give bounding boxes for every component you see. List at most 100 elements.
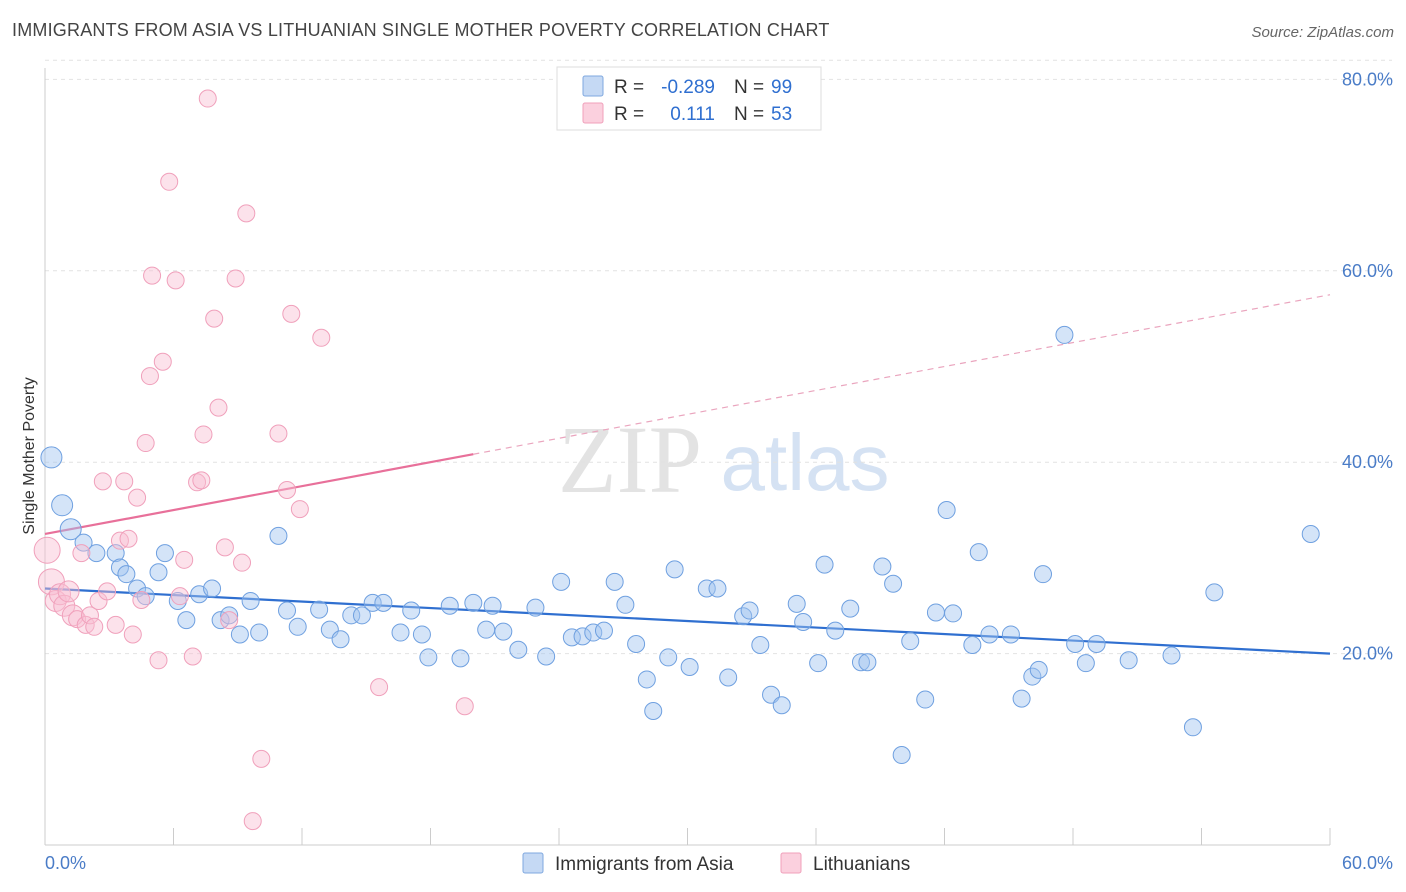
y-axis-label: Single Mother Poverty [21,377,38,534]
x-tick-labels: 0.0% 60.0% [45,853,1393,873]
series-legend-label-lithuanians: Lithuanians [813,854,910,875]
legend-r-value-lithuanians: 0.111 [670,104,715,125]
asia-point-77 [916,690,935,709]
asia-point-90 [1066,635,1085,654]
data-points [33,89,1320,831]
asia-point-35 [440,596,459,615]
lithuanian-point-20 [128,488,147,507]
y-tick-labels: 20.0% 40.0% 60.0% 80.0% [1342,69,1393,663]
lithuanian-point-21 [132,591,151,610]
axes [44,68,1331,846]
asia-point-39 [483,596,502,615]
chart-title: IMMIGRANTS FROM ASIA VS LITHUANIAN SINGL… [12,20,830,40]
legend-r-label-asia: R = [614,77,644,98]
lithuanian-point-25 [153,352,172,371]
asia-point-72 [858,653,877,672]
asia-point-28 [352,606,371,625]
asia-point-95 [1183,718,1202,737]
legend-n-label-lithuanians: N = [734,104,764,125]
asia-point-66 [794,613,813,632]
asia-point-50 [616,595,635,614]
asia-point-93 [1119,651,1138,670]
asia-point-15 [203,579,222,598]
asia-point-53 [644,702,663,721]
asia-point-96 [1205,583,1224,602]
series-legend-label-asia: Immigrants from Asia [555,854,734,875]
asia-point-31 [391,623,410,642]
legend-swatch-asia [582,75,604,97]
lithuanian-point-24 [149,651,168,670]
asia-point-6 [110,558,129,577]
lithuanian-point-4 [53,594,76,617]
lithuanian-point-40 [233,553,252,572]
asia-point-38 [477,620,496,639]
lithuanian-point-11 [85,617,104,636]
asia-point-22 [278,601,297,620]
lithuanian-point-30 [183,647,202,666]
asia-point-83 [980,625,999,644]
lithuanian-point-51 [140,367,159,386]
lithuanian-point-35 [205,309,224,328]
asia-point-74 [884,574,903,593]
lithuanian-point-13 [93,472,112,491]
stats-legend: R = -0.289 N = 99 R = 0.111 N = 53 [556,66,822,131]
series-legend: Immigrants from Asia Lithuanians [522,852,910,875]
lithuanian-point-50 [455,697,474,716]
asia-point-63 [762,685,781,704]
asia-point-20 [250,623,269,642]
asia-point-59 [719,668,738,687]
lithuanian-point-17 [115,472,134,491]
asia-point-68 [815,555,834,574]
asia-point-76 [901,632,920,651]
asia-point-97 [1301,524,1320,543]
asia-point-27 [342,606,361,625]
asia-point-62 [751,635,770,654]
legend-r-label-lithuanians: R = [614,104,644,125]
lithuanian-point-34 [198,89,217,108]
asia-point-42 [526,598,545,617]
asia-point-88 [1034,565,1053,584]
asia-point-30 [374,593,393,612]
legend-n-label-asia: N = [734,77,764,98]
asia-point-91 [1076,654,1095,673]
lithuanian-point-14 [98,582,117,601]
asia-point-64 [772,696,791,715]
watermark-zip: ZIP [558,406,702,513]
asia-point-84 [1001,625,1020,644]
lithuanian-point-38 [220,611,239,630]
lithuanian-point-32 [192,471,211,490]
lithuanian-point-23 [143,266,162,285]
lithuanian-point-3 [48,583,71,606]
trend-line-lithuanians-dashed [473,294,1331,455]
y-tick-label-40: 40.0% [1342,452,1393,472]
asia-point-92 [1087,635,1106,654]
asia-point-11 [155,544,174,563]
asia-point-55 [665,560,684,579]
asia-point-51 [627,635,646,654]
asia-point-61 [740,601,759,620]
asia-point-81 [963,635,982,654]
lithuanian-point-19 [123,625,142,644]
asia-point-69 [826,621,845,640]
asia-point-67 [809,654,828,673]
lithuanian-point-43 [252,749,271,768]
asia-point-26 [331,630,350,649]
lithuanian-point-28 [170,587,189,606]
x-tick-label-min: 0.0% [45,853,86,873]
asia-point-86 [1023,667,1042,686]
source-label: Source: ZipAtlas.com [1251,24,1394,41]
asia-point-79 [937,501,956,520]
lithuanian-point-22 [136,434,155,453]
lithuanian-point-39 [226,269,245,288]
asia-point-58 [708,579,727,598]
series-legend-swatch-asia [522,852,544,874]
lithuanian-point-47 [290,500,309,519]
legend-n-value-asia: 99 [771,77,792,98]
trend-line-lithuanians-solid [44,453,474,536]
asia-point-94 [1162,646,1181,665]
asia-point-85 [1012,689,1031,708]
lithuanian-point-10 [80,606,99,625]
asia-point-46 [573,627,592,646]
lithuanian-point-15 [106,615,125,634]
lithuanian-point-48 [312,328,331,347]
